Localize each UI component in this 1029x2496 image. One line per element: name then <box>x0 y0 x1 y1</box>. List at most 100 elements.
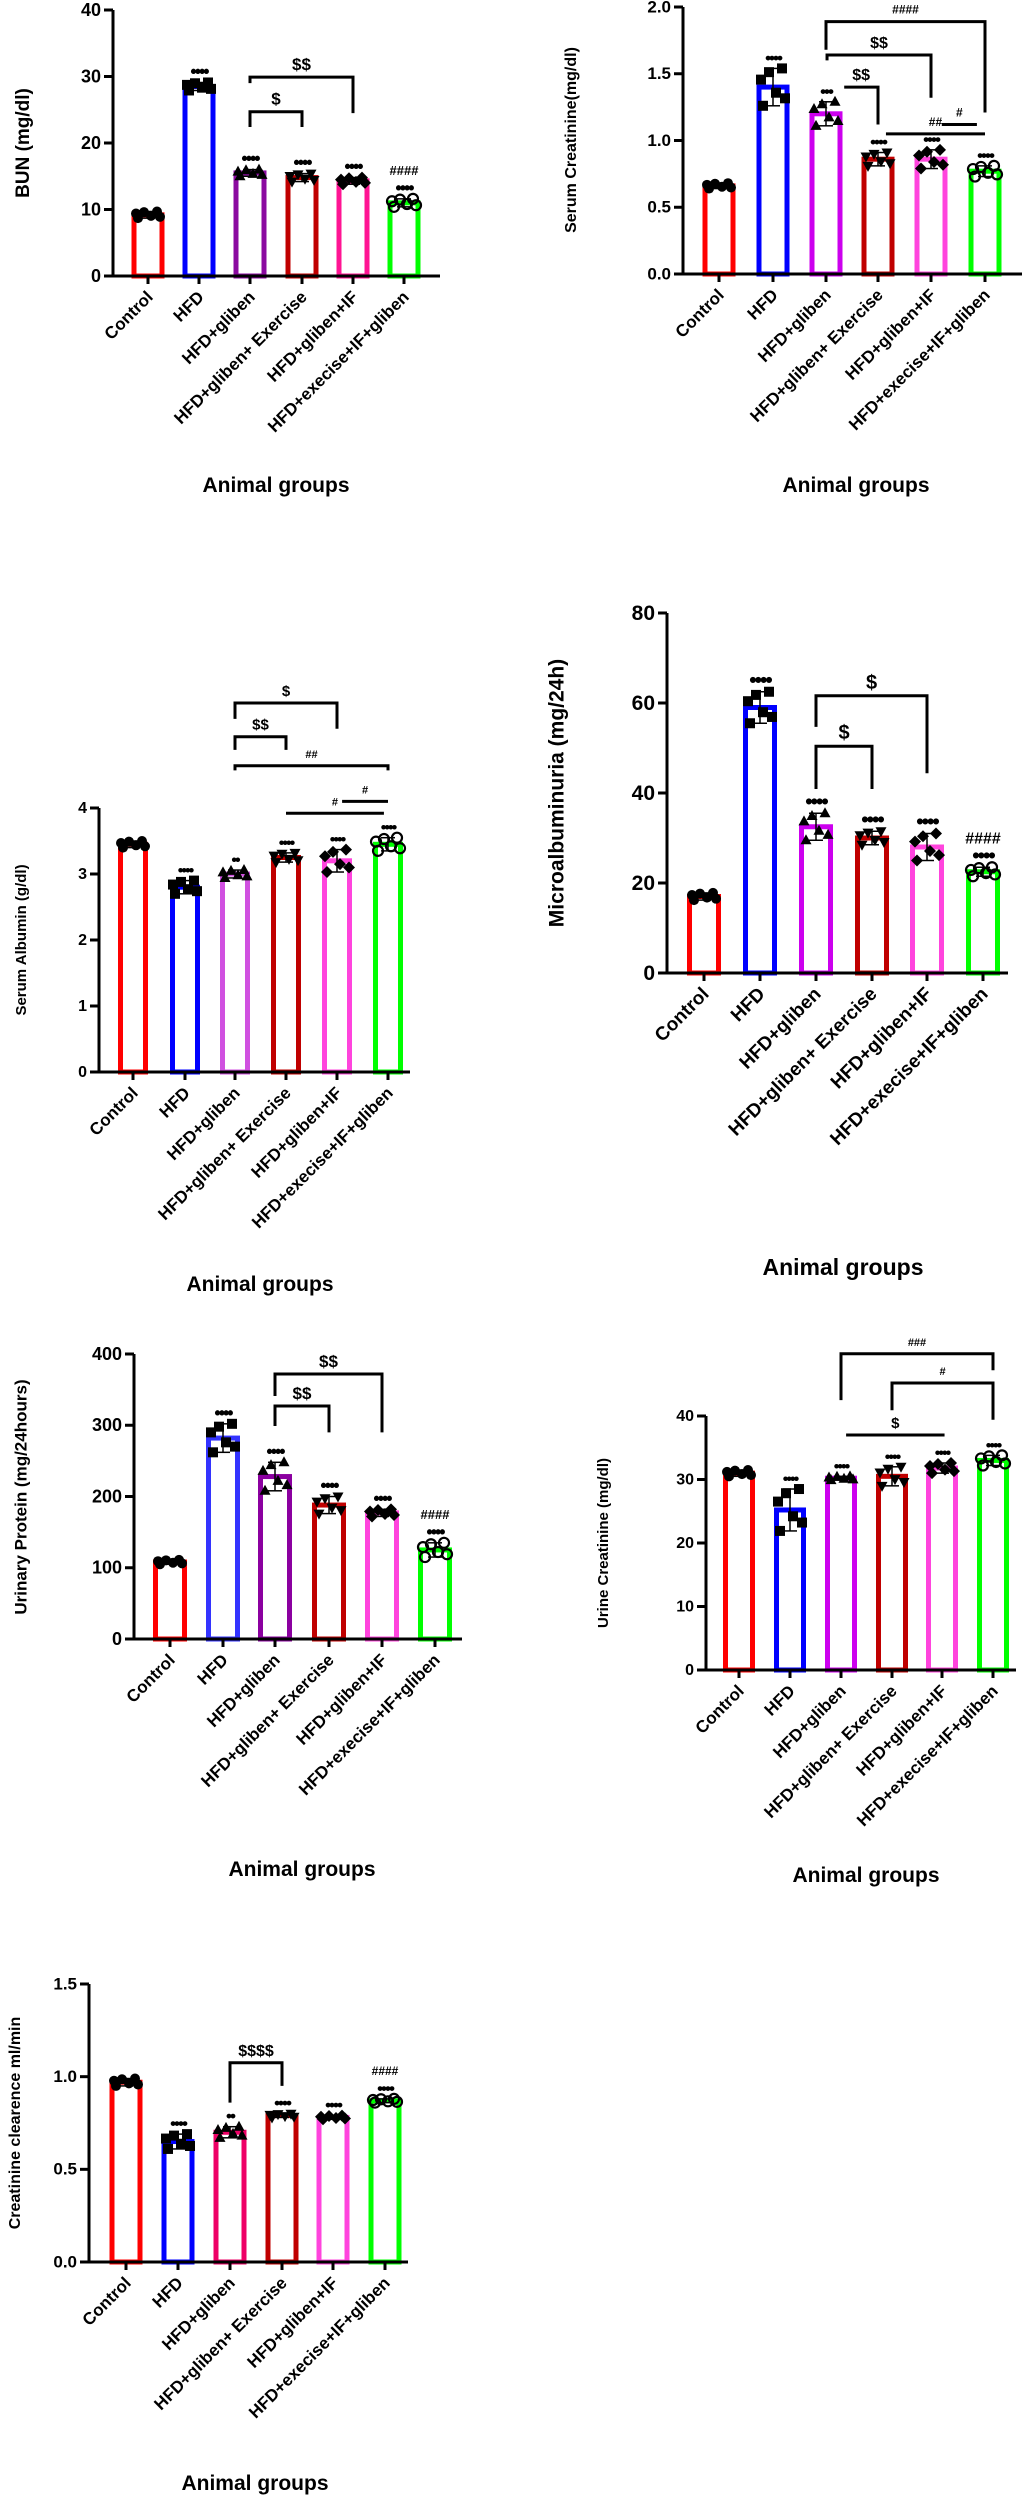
y-tick-label: 0 <box>112 1629 122 1649</box>
y-tick-label: 40 <box>676 1408 694 1425</box>
significance-stars: •••• <box>885 1449 902 1466</box>
data-point <box>775 1525 785 1536</box>
significance-stars: •• <box>231 852 241 869</box>
bar <box>153 1559 187 1642</box>
x-axis-label: Animal groups <box>228 1858 375 1881</box>
data-point <box>241 870 253 881</box>
bar <box>373 841 403 1075</box>
significance-bracket <box>228 2061 284 2103</box>
data-point <box>385 195 399 208</box>
significance-bracket <box>273 1404 331 1433</box>
significance-stars: •••• <box>977 146 995 165</box>
y-tick-label: 30 <box>81 66 101 86</box>
significance-hash: #### <box>965 830 1001 847</box>
bar <box>743 705 777 976</box>
y-tick-label: 400 <box>92 1344 122 1364</box>
significance-stars: •••• <box>330 832 347 849</box>
data-point <box>176 876 186 887</box>
data-point <box>377 832 391 846</box>
y-tick-label: 40 <box>632 782 655 805</box>
bar <box>809 111 843 277</box>
bar <box>861 156 895 277</box>
y-tick-label: 10 <box>676 1599 694 1616</box>
x-tick-label: HFD <box>194 1650 232 1688</box>
y-tick-label: 3 <box>78 866 87 883</box>
x-tick-label: HFD+gliben+IF <box>264 287 362 385</box>
data-point <box>168 879 178 890</box>
chart-6: Control••••HFD••••HFD+gliben••••HFD+glib… <box>595 1337 1016 1887</box>
significance-stars: •••• <box>834 1458 851 1475</box>
bracket-label: ## <box>929 115 943 129</box>
significance-stars: •••• <box>266 1441 285 1461</box>
data-point <box>998 1457 1012 1470</box>
y-tick-label: 80 <box>632 602 655 625</box>
significance-stars: •••• <box>293 153 312 173</box>
data-point <box>214 2131 226 2142</box>
x-tick-label: HFD+gliben+IF <box>842 285 940 383</box>
bar <box>206 1435 240 1642</box>
bar <box>368 2098 402 2265</box>
data-point <box>369 835 383 848</box>
data-point <box>875 827 887 838</box>
chart-3: Control••••HFD••HFD+gliben••••HFD+gliben… <box>13 683 410 1296</box>
data-point <box>832 115 844 126</box>
data-point <box>206 1427 216 1438</box>
data-point <box>780 93 790 104</box>
data-point <box>751 689 761 700</box>
data-point <box>163 2143 173 2154</box>
bar <box>365 1510 399 1642</box>
y-tick-label: 4 <box>78 800 87 817</box>
data-point <box>745 718 755 729</box>
data-point <box>281 1479 293 1490</box>
bar <box>265 2113 299 2265</box>
data-point <box>182 79 192 90</box>
y-tick-label: 20 <box>632 872 655 895</box>
data-point <box>184 85 194 96</box>
data-point <box>313 1509 325 1520</box>
y-tick-label: 0.5 <box>53 2160 77 2179</box>
data-point <box>974 160 988 174</box>
data-point <box>847 1473 859 1484</box>
bracket-label: ## <box>305 749 317 761</box>
x-tick-label: Control <box>123 1650 179 1706</box>
data-point <box>898 1478 910 1489</box>
significance-stars: •••• <box>325 2096 343 2115</box>
data-point <box>756 74 766 85</box>
data-point <box>203 77 213 88</box>
data-point <box>176 2138 186 2149</box>
data-point <box>788 1511 798 1522</box>
y-tick-label: 40 <box>81 0 101 20</box>
bar <box>966 869 1000 976</box>
data-point <box>966 162 980 176</box>
data-point <box>934 143 946 156</box>
significance-hash: #### <box>372 2064 399 2078</box>
data-point <box>816 98 828 109</box>
significance-bracket <box>248 75 355 114</box>
bracket-label: $$ <box>292 55 311 74</box>
data-point <box>933 849 945 862</box>
significance-stars: •••• <box>805 790 828 813</box>
x-tick-label: Control <box>692 1681 748 1737</box>
significance-bracket <box>844 85 880 125</box>
bar <box>271 855 301 1075</box>
data-point <box>773 1496 783 1507</box>
significance-stars: •••• <box>344 157 363 177</box>
data-point <box>781 1488 791 1499</box>
data-point <box>208 1447 218 1458</box>
data-point <box>319 850 331 863</box>
y-tick-label: 300 <box>92 1415 122 1435</box>
data-point <box>393 842 407 855</box>
bracket-label: $$ <box>293 1384 312 1403</box>
data-point <box>265 1459 277 1470</box>
y-tick-label: 0 <box>643 962 655 985</box>
data-point <box>895 1462 907 1473</box>
bar <box>825 1475 857 1673</box>
data-point <box>177 1558 187 1569</box>
data-point <box>257 1464 269 1475</box>
significance-bracket <box>248 110 304 128</box>
data-point <box>182 2129 192 2140</box>
data-point <box>726 182 736 193</box>
data-point <box>340 843 352 856</box>
y-tick-label: 2.0 <box>647 0 671 16</box>
